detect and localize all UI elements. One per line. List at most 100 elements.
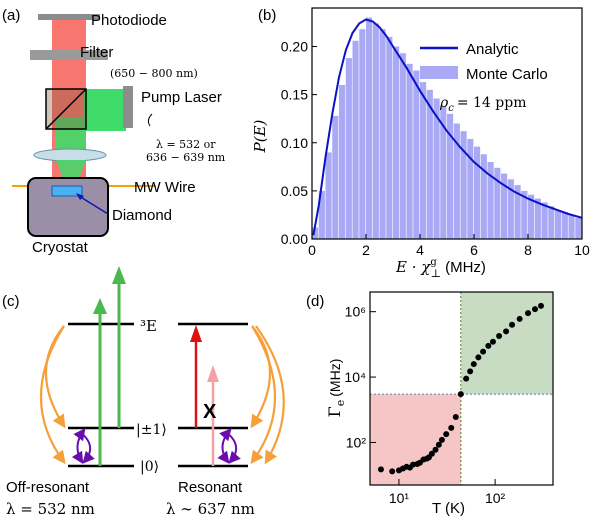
photodiode-label: Photodiode — [91, 12, 167, 29]
mc-histogram — [312, 17, 582, 240]
histogram-bar — [575, 217, 582, 239]
histogram-bar — [487, 162, 494, 239]
data-point — [475, 354, 482, 361]
plot-d-ytick-label: 10² — [346, 434, 367, 450]
histogram-bar — [426, 89, 433, 239]
analytic-curve — [312, 18, 583, 236]
histogram-bar — [312, 227, 319, 239]
plot-b-xtick-label: 8 — [524, 242, 532, 258]
histogram-bar — [440, 106, 447, 239]
plot-b-ytick-label: 0.00 — [281, 231, 308, 247]
plot-b-ytick-label: 0.20 — [281, 39, 308, 55]
plot-b-xtick-label: 4 — [416, 242, 424, 258]
panel-a: (a) Photodiode Filter (650 − 800 nm) Pum… — [2, 7, 226, 256]
plot-b-ytick-label: 0.05 — [281, 183, 308, 199]
histogram-bar — [359, 29, 366, 239]
green-beam — [84, 89, 126, 131]
legend-mc-label: Monte Carlo — [466, 66, 548, 83]
pump-laser-label: Pump Laser — [141, 89, 222, 106]
mw-wire-label: MW Wire — [134, 179, 196, 196]
histogram-bar — [332, 115, 339, 239]
histogram-bar — [507, 179, 514, 239]
data-point — [448, 424, 455, 431]
plot-d-ticks: 10¹ 10² 10² 10⁴ 10⁶ — [344, 304, 505, 506]
histogram-bar — [372, 23, 379, 240]
histogram-bar — [521, 190, 528, 239]
pump-wavelength-line1: λ = 532 or — [156, 138, 216, 151]
pump-laser-icon — [123, 86, 133, 128]
data-point — [485, 342, 492, 349]
filter-icon — [30, 50, 108, 60]
panel-c: (c) ³E |±1⟩ |0⟩ X — [2, 266, 285, 518]
diamond-icon — [51, 185, 83, 197]
histogram-bar — [406, 63, 413, 240]
plot-b-ytick-label: 0.10 — [281, 135, 308, 151]
histogram-bar — [561, 212, 568, 239]
plot-b-ylabel: P(E) — [251, 119, 269, 153]
panel-b-label: (b) — [258, 7, 276, 24]
data-point — [532, 306, 539, 313]
plot-d-points — [377, 302, 544, 475]
histogram-bar — [386, 36, 393, 239]
legend-analytic-label: Analytic — [466, 41, 519, 58]
data-point — [516, 315, 523, 322]
level-3e-label: ³E — [140, 317, 157, 335]
plot-b-xlabel: E · χg ⊥ (MHz) — [395, 257, 486, 280]
panel-d-label: (d) — [306, 293, 324, 310]
data-point — [389, 468, 396, 475]
decay-arrow-right-2 — [250, 325, 276, 465]
plot-d-ytick-label: 10⁴ — [344, 369, 366, 385]
data-point — [457, 391, 464, 398]
cryostat-box — [27, 177, 109, 237]
filter-range-label: (650 − 800 nm) — [110, 67, 198, 80]
data-point — [503, 328, 510, 335]
low-temp-region — [370, 394, 461, 485]
histogram-bar — [467, 138, 474, 239]
plot-d-xlabel: T (K) — [432, 500, 465, 517]
histogram-bar — [534, 198, 541, 239]
mw-arrow-left-2 — [79, 431, 95, 464]
resonant-label: Resonant — [178, 479, 243, 496]
histogram-bar — [352, 40, 359, 239]
histogram-bar — [325, 152, 332, 239]
filter-label: Filter — [80, 44, 113, 61]
plot-d-ylabel: Γe(MHz) — [325, 359, 347, 418]
photodiode-icon — [38, 14, 100, 20]
data-point — [509, 321, 516, 328]
data-point — [480, 348, 487, 355]
data-point — [470, 361, 477, 368]
rho-annotation: ρc = 14 ppm — [439, 95, 527, 114]
histogram-bar — [474, 146, 481, 239]
decay-arrow-right-3 — [255, 325, 285, 465]
histogram-bar — [453, 123, 460, 239]
level-0-label: |0⟩ — [140, 459, 159, 475]
legend-mc-swatch — [420, 66, 458, 79]
histogram-bar — [480, 154, 487, 239]
lens-icon — [33, 148, 107, 162]
plot-d-xtick-label: 10² — [485, 490, 506, 506]
data-point — [435, 441, 442, 448]
histogram-bar — [460, 131, 467, 239]
plot-b-yticks: 0.00 0.05 0.10 0.15 0.20 — [281, 39, 317, 247]
histogram-bar — [318, 190, 325, 239]
plot-d-ytick-label: 10⁶ — [345, 304, 366, 320]
data-point — [452, 414, 459, 421]
data-point — [525, 310, 532, 317]
plot-b-xtick-label: 0 — [308, 242, 316, 258]
plot-d-frame — [369, 291, 554, 486]
plot-b-xtick-label: 10 — [574, 242, 590, 258]
level-pm1-label: |±1⟩ — [136, 422, 167, 438]
mw-arrow-right-2 — [225, 431, 241, 464]
diamond-label: Diamond — [112, 207, 172, 224]
blocked-transition-x: X — [203, 401, 217, 423]
data-point — [463, 375, 470, 382]
histogram-bar — [447, 113, 454, 239]
plot-d-regions — [370, 292, 553, 485]
plot-b-xtick-label: 6 — [470, 242, 478, 258]
cryostat-label: Cryostat — [32, 239, 89, 256]
histogram-bar — [399, 53, 406, 239]
histogram-bar — [379, 29, 386, 239]
plot-b-xtick-label: 2 — [362, 242, 370, 258]
data-point — [496, 333, 503, 340]
panel-c-label: (c) — [2, 293, 20, 310]
